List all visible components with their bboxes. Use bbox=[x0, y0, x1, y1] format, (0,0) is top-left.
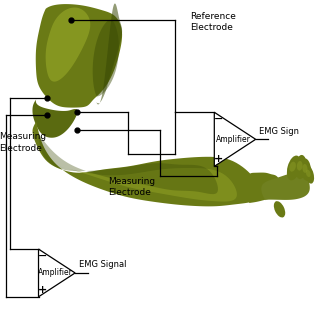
Polygon shape bbox=[39, 131, 218, 194]
Polygon shape bbox=[32, 99, 77, 138]
Text: Reference
Electrode: Reference Electrode bbox=[190, 12, 236, 32]
Text: +: + bbox=[38, 285, 47, 295]
Ellipse shape bbox=[302, 164, 308, 173]
Text: EMG Signal: EMG Signal bbox=[79, 260, 126, 269]
Polygon shape bbox=[38, 249, 75, 297]
Polygon shape bbox=[246, 172, 281, 205]
Text: Amplifier: Amplifier bbox=[38, 268, 73, 277]
Ellipse shape bbox=[304, 165, 314, 184]
Text: Measuring
Electrode: Measuring Electrode bbox=[108, 177, 155, 197]
Text: EMG Sign: EMG Sign bbox=[260, 127, 300, 136]
Text: Measuring
Electrode: Measuring Electrode bbox=[0, 132, 47, 153]
Ellipse shape bbox=[297, 161, 303, 171]
Polygon shape bbox=[93, 20, 119, 98]
Ellipse shape bbox=[287, 156, 301, 180]
Polygon shape bbox=[58, 166, 237, 202]
Polygon shape bbox=[33, 121, 259, 206]
Polygon shape bbox=[96, 4, 122, 104]
Ellipse shape bbox=[306, 170, 311, 177]
Text: −: − bbox=[38, 251, 47, 261]
Ellipse shape bbox=[274, 201, 285, 218]
Polygon shape bbox=[214, 112, 256, 166]
Ellipse shape bbox=[301, 158, 311, 181]
Text: Amplifier: Amplifier bbox=[216, 135, 251, 144]
Ellipse shape bbox=[289, 162, 296, 172]
Polygon shape bbox=[261, 172, 310, 201]
Text: +: + bbox=[213, 154, 223, 164]
Polygon shape bbox=[36, 4, 122, 108]
Polygon shape bbox=[46, 7, 90, 82]
Ellipse shape bbox=[295, 155, 307, 179]
Text: −: − bbox=[213, 114, 223, 124]
